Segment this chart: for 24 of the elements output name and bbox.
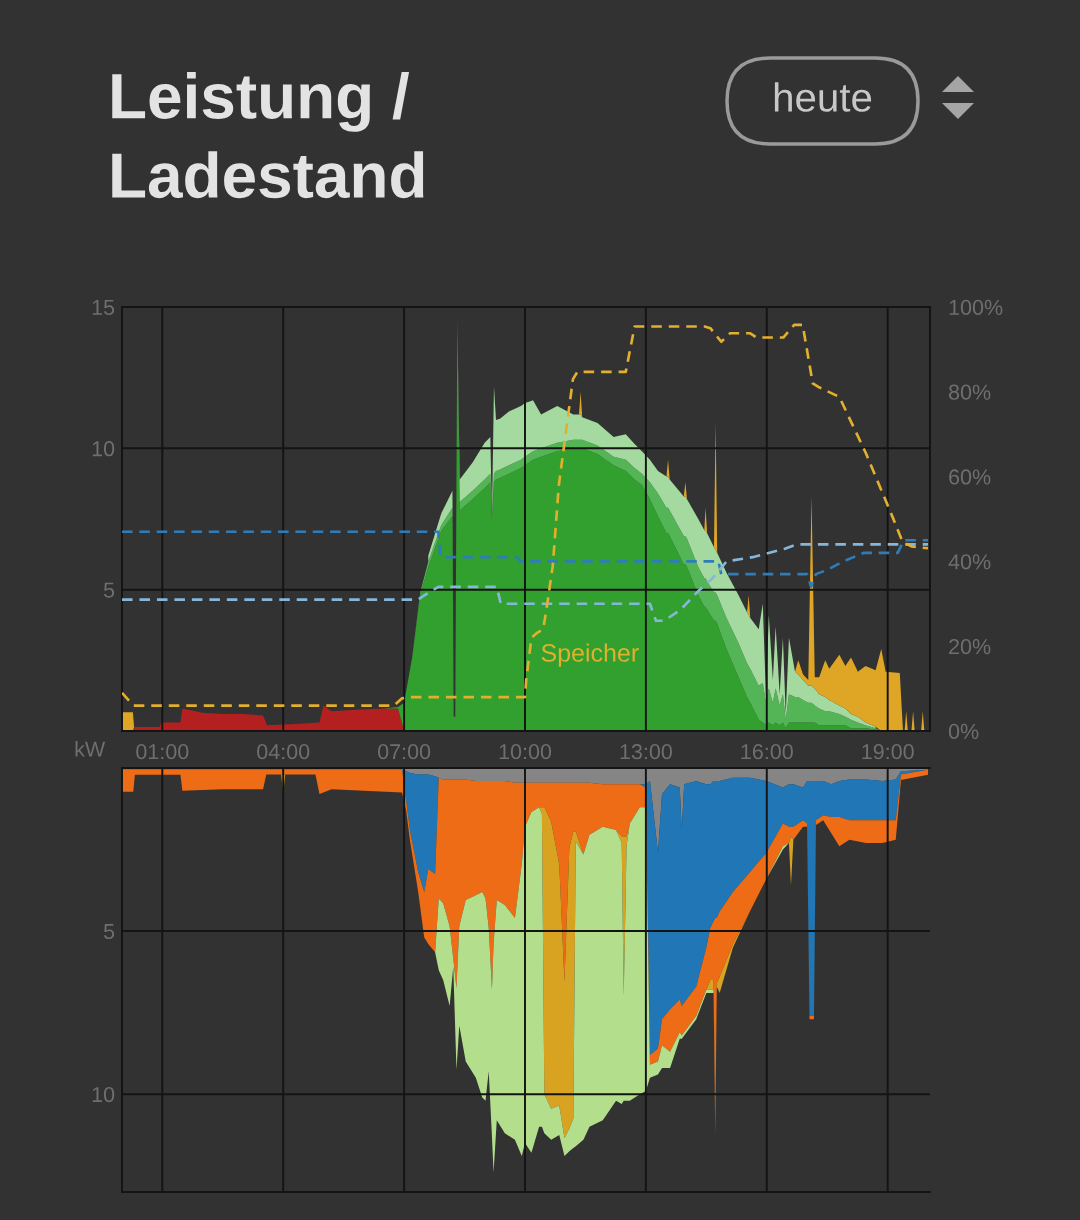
x-tick-label: 07:00	[378, 744, 431, 760]
y2-tick-label: 40%	[948, 554, 991, 570]
x-tick-label: 04:00	[257, 744, 310, 760]
y-axis-title: kW	[75, 741, 106, 757]
x-tick-label: 19:00	[862, 744, 914, 760]
x-tick-label: 01:00	[136, 744, 189, 760]
series-label: Speicher	[541, 643, 639, 667]
y2-tick-label: 20%	[949, 638, 991, 655]
y-tick-label: 10	[92, 441, 115, 457]
text: heute	[774, 82, 872, 112]
line-series	[122, 543, 930, 623]
y-tick-label: 5	[103, 582, 115, 598]
y-tick-label: 15	[92, 299, 115, 316]
chart-title: Leistung / Ladestand	[112, 72, 424, 199]
y2-tick-label: 0%	[948, 723, 979, 740]
x-tick-label: 16:00	[741, 744, 793, 760]
y2-tick-label: 60%	[949, 469, 991, 485]
y2-tick-label: 80%	[948, 384, 991, 400]
line-series	[122, 530, 930, 589]
y-tick-label: 10	[92, 1086, 115, 1103]
y2-tick-label: 100%	[949, 299, 1003, 316]
x-tick-label: 10:00	[499, 744, 552, 760]
x-tick-label: 13:00	[620, 744, 672, 760]
y-tick-label: 5	[103, 924, 115, 940]
